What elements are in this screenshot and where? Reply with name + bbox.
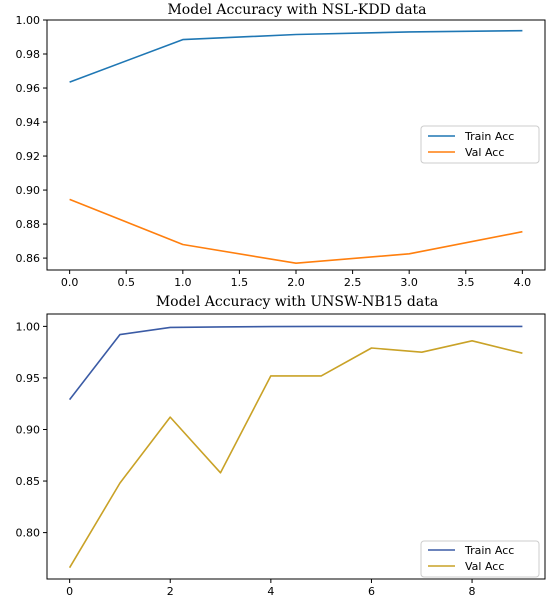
plot-frame [46, 19, 546, 271]
x-tick-label: 0.5 [117, 276, 135, 289]
x-tick-label: 3.0 [400, 276, 418, 289]
y-tick-label: 0.94 [16, 116, 41, 129]
y-tick-label: 0.90 [16, 423, 41, 436]
chart-unsw-nb15: Model Accuracy with UNSW-NB15 data 0 2 4 6 8… [16, 294, 546, 598]
y-tick-label: 0.98 [16, 48, 41, 61]
x-tick-label: 2.0 [287, 276, 305, 289]
legend-label-train-acc: Train Acc [464, 544, 514, 557]
x-tick-label: 2.5 [344, 276, 362, 289]
x-tick-label: 1.0 [174, 276, 192, 289]
legend-label-train-acc: Train Acc [464, 130, 514, 143]
y-tick-label: 0.80 [16, 527, 41, 540]
y-tick-label: 0.85 [16, 475, 41, 488]
x-tick-label: 1.5 [231, 276, 249, 289]
y-tick-label: 0.92 [16, 150, 41, 163]
series-line-val-acc [69, 198, 523, 265]
plot-frame [46, 313, 546, 580]
chart-title: Model Accuracy with NSL-KDD data [167, 2, 426, 18]
y-tick-label: 0.86 [16, 252, 41, 265]
x-tick-label: 3.5 [457, 276, 475, 289]
x-tick-label: 4.0 [514, 276, 532, 289]
chart-title: Model Accuracy with UNSW-NB15 data [156, 294, 438, 310]
y-tick-label: 0.96 [16, 82, 41, 95]
x-tick-label: 0.0 [61, 276, 79, 289]
y-tick-label: 0.95 [16, 372, 41, 385]
chart-nsl-kdd: Model Accuracy with NSL-KDD data 0.0 0.5 1… [16, 2, 546, 289]
y-tick-label: 1.00 [16, 320, 41, 333]
legend: Train Acc Val Acc [420, 540, 540, 578]
series-line-train-acc [68, 325, 523, 401]
y-tick-label: 0.90 [16, 184, 41, 197]
x-tick-label: 2 [167, 585, 174, 598]
y-tick-label: 0.88 [16, 218, 41, 231]
x-tick-label: 4 [267, 585, 274, 598]
legend: Train Acc Val Acc [420, 125, 540, 164]
series-line-train-acc [69, 29, 523, 83]
legend-label-val-acc: Val Acc [465, 146, 504, 159]
x-tick-label: 8 [469, 585, 476, 598]
x-tick-label: 6 [368, 585, 375, 598]
series-line-val-acc [68, 339, 523, 569]
legend-label-val-acc: Val Acc [465, 560, 504, 573]
x-tick-label: 0 [66, 585, 73, 598]
y-tick-label: 1.00 [16, 14, 41, 27]
